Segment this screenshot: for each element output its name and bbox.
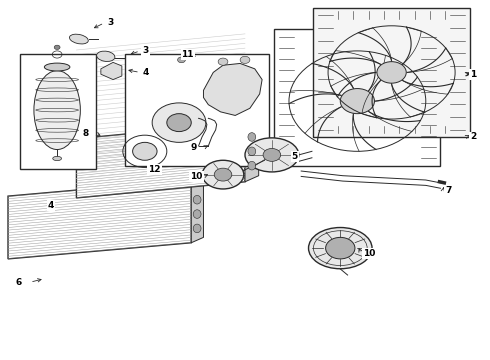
Polygon shape xyxy=(8,180,191,259)
Text: 1: 1 xyxy=(470,70,476,79)
Circle shape xyxy=(54,45,60,49)
Circle shape xyxy=(240,56,250,63)
Ellipse shape xyxy=(248,161,256,170)
Text: 11: 11 xyxy=(181,50,194,59)
Text: 8: 8 xyxy=(83,129,89,138)
Circle shape xyxy=(152,103,206,142)
Polygon shape xyxy=(125,54,270,166)
Circle shape xyxy=(326,237,355,259)
Circle shape xyxy=(177,57,185,63)
Text: 10: 10 xyxy=(190,172,203,181)
Polygon shape xyxy=(203,63,262,116)
Text: 10: 10 xyxy=(363,249,376,258)
Text: 9: 9 xyxy=(190,143,196,152)
Ellipse shape xyxy=(193,195,201,204)
Circle shape xyxy=(214,168,232,181)
Circle shape xyxy=(133,142,157,160)
Text: 2: 2 xyxy=(470,132,476,141)
Ellipse shape xyxy=(193,224,201,233)
Text: 3: 3 xyxy=(107,18,114,27)
Text: 6: 6 xyxy=(15,278,22,287)
Circle shape xyxy=(167,114,191,132)
Ellipse shape xyxy=(245,138,299,172)
Circle shape xyxy=(377,62,406,83)
Polygon shape xyxy=(191,175,203,243)
Polygon shape xyxy=(76,123,245,198)
Circle shape xyxy=(340,89,374,114)
Polygon shape xyxy=(314,8,470,137)
Text: 4: 4 xyxy=(48,201,54,210)
Ellipse shape xyxy=(45,63,70,71)
Circle shape xyxy=(263,148,281,161)
Ellipse shape xyxy=(53,156,62,161)
Polygon shape xyxy=(20,54,96,169)
Ellipse shape xyxy=(34,71,80,149)
Text: 3: 3 xyxy=(143,46,148,55)
Text: 5: 5 xyxy=(292,152,297,161)
Polygon shape xyxy=(274,30,441,166)
Text: 12: 12 xyxy=(148,165,161,174)
Circle shape xyxy=(218,58,228,65)
Polygon shape xyxy=(101,62,122,80)
Text: 4: 4 xyxy=(143,68,149,77)
Ellipse shape xyxy=(70,34,88,44)
Ellipse shape xyxy=(248,147,256,156)
Ellipse shape xyxy=(202,160,244,189)
Text: 7: 7 xyxy=(445,186,452,195)
Ellipse shape xyxy=(248,133,256,141)
Ellipse shape xyxy=(97,51,115,62)
Polygon shape xyxy=(245,117,259,182)
Ellipse shape xyxy=(309,228,372,269)
Ellipse shape xyxy=(193,210,201,219)
